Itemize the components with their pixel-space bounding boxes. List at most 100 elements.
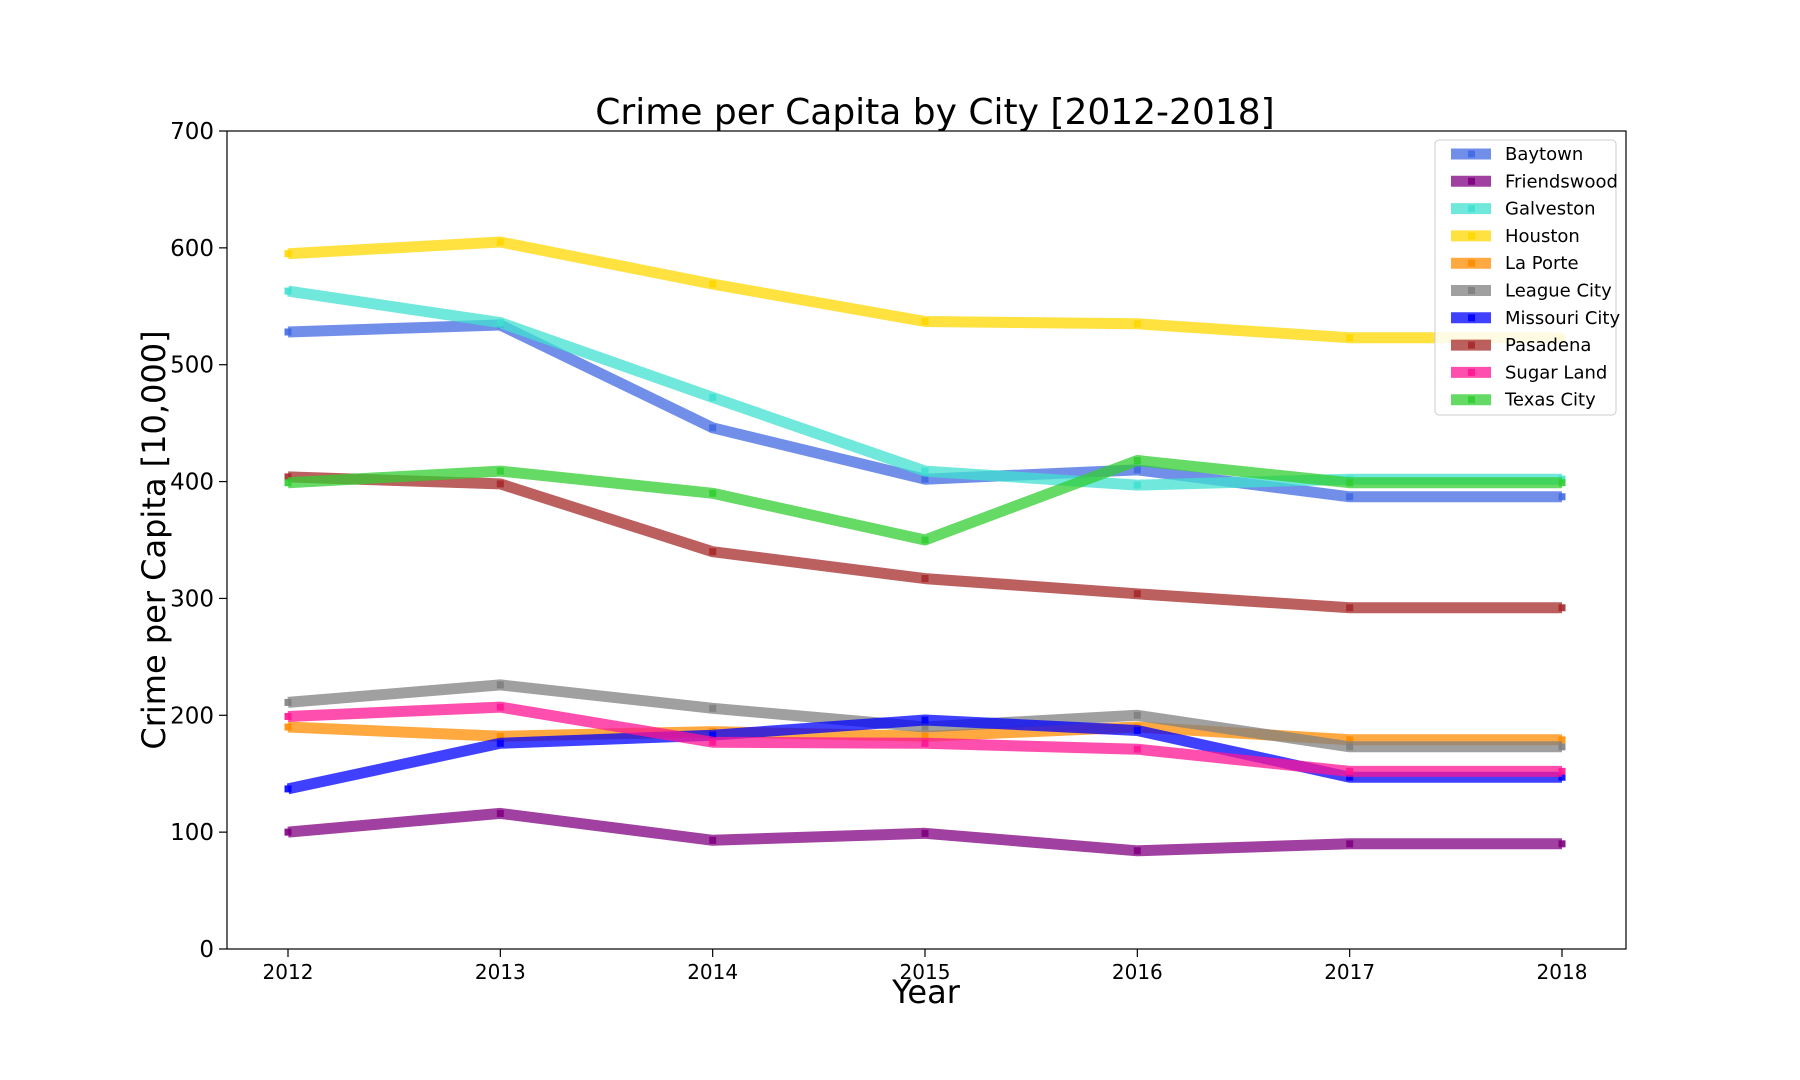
data-point-texas-city bbox=[1133, 457, 1141, 465]
legend-marker bbox=[1468, 150, 1475, 158]
legend-label: Galveston bbox=[1505, 199, 1596, 220]
data-point-friendswood bbox=[1558, 840, 1566, 848]
data-point-pasadena bbox=[1133, 590, 1141, 598]
data-point-texas-city bbox=[709, 489, 717, 497]
data-point-la-porte bbox=[921, 732, 929, 740]
data-point-sugar-land bbox=[709, 738, 717, 746]
y-tick-label: 400 bbox=[170, 470, 214, 496]
legend-marker bbox=[1468, 341, 1475, 349]
x-axis-label: Year bbox=[891, 973, 961, 1011]
legend-item-la-porte: La Porte bbox=[1451, 253, 1579, 274]
data-point-sugar-land bbox=[284, 712, 292, 720]
x-tick-label: 2015 bbox=[900, 960, 951, 984]
data-point-houston bbox=[921, 317, 929, 325]
data-point-league-city bbox=[284, 698, 292, 706]
legend-label: Sugar Land bbox=[1505, 362, 1607, 383]
data-point-galveston bbox=[284, 287, 292, 295]
data-point-pasadena bbox=[921, 575, 929, 583]
data-point-houston bbox=[1346, 334, 1354, 342]
data-point-la-porte bbox=[1346, 736, 1354, 744]
data-point-friendswood bbox=[709, 836, 717, 844]
data-point-league-city bbox=[1558, 743, 1566, 751]
data-point-houston bbox=[284, 250, 292, 258]
legend-item-friendswood: Friendswood bbox=[1451, 171, 1618, 192]
data-point-league-city bbox=[709, 704, 717, 712]
data-point-friendswood bbox=[1133, 847, 1141, 855]
legend-label: Texas City bbox=[1504, 390, 1596, 411]
legend-label: Pasadena bbox=[1505, 335, 1591, 356]
data-point-houston bbox=[709, 280, 717, 288]
x-tick-label: 2012 bbox=[263, 960, 314, 984]
data-point-league-city bbox=[921, 723, 929, 731]
series-texas-city bbox=[284, 455, 1566, 546]
data-point-missouri-city bbox=[1558, 773, 1566, 781]
data-point-galveston bbox=[1133, 481, 1141, 489]
data-point-missouri-city bbox=[1133, 726, 1141, 734]
data-point-texas-city bbox=[1346, 479, 1354, 487]
data-point-friendswood bbox=[921, 829, 929, 837]
x-axis: 2012 2013 2014 2015 2016 2017 2018 bbox=[263, 949, 1587, 984]
plot-area-frame bbox=[226, 130, 1627, 950]
y-tick-label: 600 bbox=[170, 236, 214, 262]
legend-item-texas-city: Texas City bbox=[1451, 390, 1596, 411]
data-point-baytown bbox=[284, 328, 292, 336]
data-point-galveston bbox=[496, 319, 504, 327]
data-point-galveston bbox=[709, 393, 717, 401]
legend-item-baytown: Baytown bbox=[1451, 144, 1583, 165]
data-point-sugar-land bbox=[1133, 745, 1141, 753]
x-tick-label: 2016 bbox=[1112, 960, 1163, 984]
data-point-texas-city bbox=[1558, 479, 1566, 487]
data-point-la-porte bbox=[1558, 736, 1566, 744]
data-point-missouri-city bbox=[496, 739, 504, 747]
data-point-pasadena bbox=[496, 480, 504, 488]
data-point-friendswood bbox=[284, 828, 292, 836]
data-point-texas-city bbox=[921, 536, 929, 544]
legend-item-missouri-city: Missouri City bbox=[1451, 308, 1620, 329]
data-point-baytown bbox=[1346, 493, 1354, 501]
data-point-baytown bbox=[1133, 466, 1141, 474]
legend-label: Missouri City bbox=[1505, 308, 1620, 329]
data-point-pasadena bbox=[1346, 604, 1354, 612]
data-point-la-porte bbox=[284, 723, 292, 731]
legend-label: League City bbox=[1505, 281, 1612, 302]
legend-item-houston: Houston bbox=[1451, 226, 1580, 247]
y-axis: 0 100 200 300 400 500 600 700 bbox=[170, 119, 227, 963]
x-tick-label: 2014 bbox=[687, 960, 738, 984]
data-point-houston bbox=[496, 238, 504, 246]
y-tick-label: 300 bbox=[170, 586, 214, 612]
legend-marker bbox=[1468, 314, 1475, 322]
legend-marker bbox=[1468, 396, 1475, 404]
series-friendswood bbox=[284, 807, 1566, 857]
y-tick-label: 200 bbox=[170, 703, 214, 729]
data-point-sugar-land bbox=[921, 739, 929, 747]
data-point-missouri-city bbox=[284, 785, 292, 793]
data-point-pasadena bbox=[709, 548, 717, 556]
data-point-missouri-city bbox=[1346, 773, 1354, 781]
legend-label: Baytown bbox=[1505, 144, 1583, 165]
data-point-baytown bbox=[709, 424, 717, 432]
data-point-baytown bbox=[921, 475, 929, 483]
data-point-galveston bbox=[921, 467, 929, 475]
data-point-texas-city bbox=[284, 479, 292, 487]
data-point-texas-city bbox=[496, 467, 504, 475]
legend-marker bbox=[1468, 259, 1475, 267]
x-tick-label: 2017 bbox=[1324, 960, 1375, 984]
legend-marker bbox=[1468, 232, 1475, 240]
x-tick-label: 2013 bbox=[475, 960, 526, 984]
legend: Baytown Friendswood Galveston Houston La Por… bbox=[1434, 139, 1620, 416]
y-tick-label: 700 bbox=[170, 119, 214, 145]
data-point-sugar-land bbox=[1346, 767, 1354, 775]
data-point-league-city bbox=[496, 681, 504, 689]
legend-item-league-city: League City bbox=[1451, 281, 1612, 302]
legend-marker bbox=[1468, 368, 1475, 376]
y-tick-label: 0 bbox=[199, 937, 214, 963]
data-point-league-city bbox=[1133, 711, 1141, 719]
series-sugar-land bbox=[284, 701, 1566, 777]
data-point-league-city bbox=[1346, 743, 1354, 751]
series-lines bbox=[284, 236, 1566, 857]
data-point-houston bbox=[1133, 320, 1141, 328]
data-point-la-porte bbox=[496, 732, 504, 740]
data-point-sugar-land bbox=[496, 703, 504, 711]
data-point-pasadena bbox=[284, 473, 292, 481]
